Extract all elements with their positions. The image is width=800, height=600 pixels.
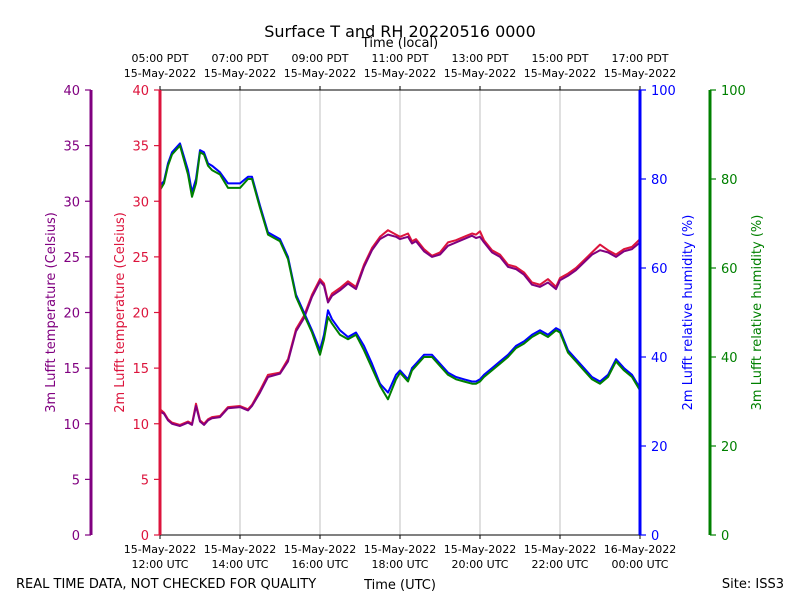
rh2m-axis-label: 2m Lufft relative humidity (%) bbox=[681, 215, 696, 411]
x-tick-label-time: 12:00 UTC bbox=[131, 558, 188, 571]
top-tick-label-date: 15-May-2022 bbox=[124, 67, 196, 80]
t3m-tick-label: 10 bbox=[63, 418, 80, 433]
t2m-tick-label: 35 bbox=[132, 140, 149, 155]
t2m-tick-label: 25 bbox=[132, 251, 149, 266]
x-tick-label-date: 15-May-2022 bbox=[124, 543, 196, 556]
series-line-rh3m bbox=[159, 144, 641, 401]
t3m-tick-label: 20 bbox=[63, 307, 80, 322]
x-tick-label-time: 22:00 UTC bbox=[531, 558, 588, 571]
axes: 15-May-2022 12:00 UTC 15-May-2022 14:00 UTC… bbox=[44, 52, 765, 571]
t3m-tick-label: 40 bbox=[63, 84, 80, 99]
t3m-tick-label: 30 bbox=[63, 195, 80, 210]
t3m-tick-label: 25 bbox=[63, 251, 80, 266]
quality-disclaimer: REAL TIME DATA, NOT CHECKED FOR QUALITY bbox=[16, 577, 316, 592]
rh3m-tick-label: 0 bbox=[721, 529, 729, 544]
rh2m-tick-label: 60 bbox=[651, 262, 668, 277]
top-tick-label-local-time: 15:00 PDT bbox=[531, 52, 588, 65]
top-tick-label-date: 15-May-2022 bbox=[204, 67, 276, 80]
x-axis-label: Time (UTC) bbox=[363, 578, 436, 593]
top-tick-label-date: 15-May-2022 bbox=[444, 67, 516, 80]
t3m-axis-label: 3m Lufft temperature (Celsius) bbox=[44, 212, 59, 413]
top-tick-label-local-time: 07:00 PDT bbox=[211, 52, 268, 65]
x-tick-label-time: 00:00 UTC bbox=[611, 558, 668, 571]
x-tick-label-date: 15-May-2022 bbox=[524, 543, 596, 556]
t2m-tick-label: 15 bbox=[132, 362, 149, 377]
top-tick-label-date: 15-May-2022 bbox=[524, 67, 596, 80]
x-tick-label-time: 20:00 UTC bbox=[451, 558, 508, 571]
rh3m-tick-label: 40 bbox=[721, 351, 738, 366]
t3m-tick-label: 5 bbox=[72, 473, 80, 488]
t2m-tick-label: 10 bbox=[132, 418, 149, 433]
x-tick-label-time: 14:00 UTC bbox=[211, 558, 268, 571]
top-tick-label-date: 15-May-2022 bbox=[604, 67, 676, 80]
rh3m-tick-label: 60 bbox=[721, 262, 738, 277]
top-tick-label-local-time: 13:00 PDT bbox=[451, 52, 508, 65]
rh2m-tick-label: 100 bbox=[651, 84, 676, 99]
x-tick-label-date: 15-May-2022 bbox=[204, 543, 276, 556]
t2m-tick-label: 20 bbox=[132, 307, 149, 322]
t3m-tick-label: 0 bbox=[72, 529, 80, 544]
rh2m-tick-label: 20 bbox=[651, 440, 668, 455]
series-line-t2m bbox=[159, 229, 641, 426]
series-lines bbox=[159, 142, 641, 427]
rh3m-tick-label: 100 bbox=[721, 84, 746, 99]
x-tick-label-time: 18:00 UTC bbox=[371, 558, 428, 571]
chart-title: Surface T and RH 20220516 0000 bbox=[264, 22, 536, 41]
rh2m-tick-label: 80 bbox=[651, 173, 668, 188]
t2m-tick-label: 30 bbox=[132, 195, 149, 210]
x-tick-label-date: 15-May-2022 bbox=[284, 543, 356, 556]
series-line-rh2m bbox=[159, 142, 641, 394]
rh3m-tick-label: 80 bbox=[721, 173, 738, 188]
x-tick-label-time: 16:00 UTC bbox=[291, 558, 348, 571]
top-axis-label: Time (local) bbox=[361, 36, 438, 51]
top-tick-label-date: 15-May-2022 bbox=[364, 67, 436, 80]
t3m-tick-label: 35 bbox=[63, 140, 80, 155]
t2m-axis-label: 2m Lufft temperature (Celsius) bbox=[113, 212, 128, 413]
top-tick-label-local-time: 09:00 PDT bbox=[291, 52, 348, 65]
top-tick-label-date: 15-May-2022 bbox=[284, 67, 356, 80]
series-line-t3m bbox=[159, 233, 641, 427]
t2m-tick-label: 5 bbox=[141, 473, 149, 488]
rh3m-tick-label: 20 bbox=[721, 440, 738, 455]
site-label: Site: ISS3 bbox=[722, 577, 784, 592]
x-tick-label-date: 16-May-2022 bbox=[604, 543, 676, 556]
top-tick-label-local-time: 05:00 PDT bbox=[131, 52, 188, 65]
t2m-tick-label: 40 bbox=[132, 84, 149, 99]
rh2m-tick-label: 0 bbox=[651, 529, 659, 544]
x-tick-label-date: 15-May-2022 bbox=[444, 543, 516, 556]
x-tick-label-date: 15-May-2022 bbox=[364, 543, 436, 556]
rh2m-tick-label: 40 bbox=[651, 351, 668, 366]
t2m-tick-label: 0 bbox=[141, 529, 149, 544]
rh3m-axis-label: 3m Lufft relative humidity (%) bbox=[750, 215, 765, 411]
t3m-tick-label: 15 bbox=[63, 362, 80, 377]
vertical-gridlines bbox=[239, 90, 561, 535]
top-tick-label-local-time: 17:00 PDT bbox=[611, 52, 668, 65]
top-tick-label-local-time: 11:00 PDT bbox=[371, 52, 428, 65]
